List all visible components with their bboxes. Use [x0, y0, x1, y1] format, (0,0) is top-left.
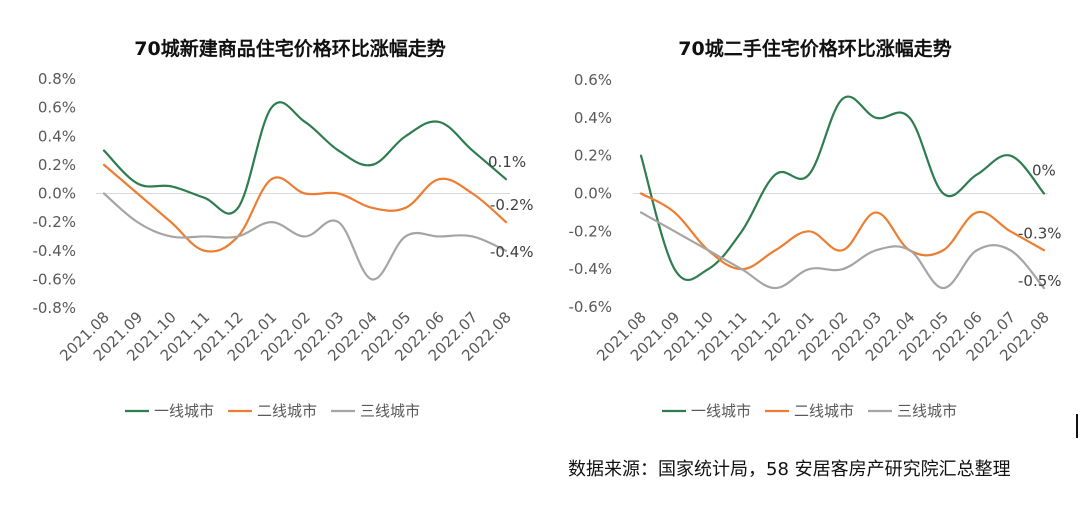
- chart-1-ytick: 0.6%: [38, 99, 76, 117]
- chart-1-ytick: -0.2%: [32, 213, 76, 231]
- chart-2-ytick: 0.4%: [574, 109, 612, 127]
- chart-1-end-label-1: 0.1%: [488, 153, 526, 171]
- chart-2-title: 70城二手住宅价格环比涨幅走势: [678, 37, 951, 60]
- chart-1-ytick: -0.4%: [32, 242, 76, 260]
- chart-2-end-label-2: -0.3%: [1018, 224, 1062, 242]
- chart-2-legend-label: 二线城市: [794, 402, 854, 420]
- chart-2-series-line-3: [639, 211, 1046, 290]
- chart-1-ytick: -0.8%: [32, 299, 76, 317]
- chart-1-ytick: 0.8%: [38, 70, 76, 88]
- chart-2-end-label-3: -0.5%: [1018, 272, 1062, 290]
- chart-2-end-label-1: 0%: [1032, 162, 1056, 180]
- chart-2-ytick: 0.0%: [574, 185, 612, 203]
- chart-1-ytick: 0.0%: [38, 185, 76, 203]
- chart-1-ytick: 0.2%: [38, 156, 76, 174]
- chart-2-ytick: -0.6%: [568, 298, 612, 316]
- chart-2-legend-label: 一线城市: [691, 402, 751, 420]
- chart-2-ytick: 0.2%: [574, 147, 612, 165]
- chart-2-series-line-1: [639, 95, 1046, 282]
- chart-1-ytick: 0.4%: [38, 127, 76, 145]
- chart-1-legend-label: 二线城市: [257, 402, 317, 420]
- chart-1-end-label-2: -0.2%: [490, 196, 534, 214]
- chart-2-ytick: -0.2%: [568, 222, 612, 240]
- edge-divider: [1076, 414, 1078, 438]
- chart-1-series-line-1: [102, 101, 508, 215]
- chart-1: 70城新建商品住宅价格环比涨幅走势 -0.8% -0.6% -0.4% -0.2% 0.0…: [32, 37, 533, 420]
- chart-1-ytick: -0.6%: [32, 270, 76, 288]
- chart-1-end-label-3: -0.4%: [490, 243, 534, 261]
- chart-1-legend-label: 三线城市: [360, 402, 420, 420]
- chart-2-ytick: 0.6%: [574, 71, 612, 89]
- chart-1-series-line-2: [102, 163, 508, 253]
- chart-2: 70城二手住宅价格环比涨幅走势 -0.6% -0.4% -0.2% 0.0% 0.2% 0.…: [568, 37, 1061, 420]
- chart-2-series-line-2: [639, 192, 1046, 271]
- chart-1-legend-label: 一线城市: [154, 402, 214, 420]
- chart-1-title: 70城新建商品住宅价格环比涨幅走势: [134, 37, 445, 60]
- chart-2-legend-label: 三线城市: [897, 402, 957, 420]
- data-source-note: 数据来源：国家统计局，58 安居客房产研究院汇总整理: [568, 459, 1011, 480]
- chart-2-ytick: -0.4%: [568, 260, 612, 278]
- chart-1-series-line-3: [102, 192, 508, 281]
